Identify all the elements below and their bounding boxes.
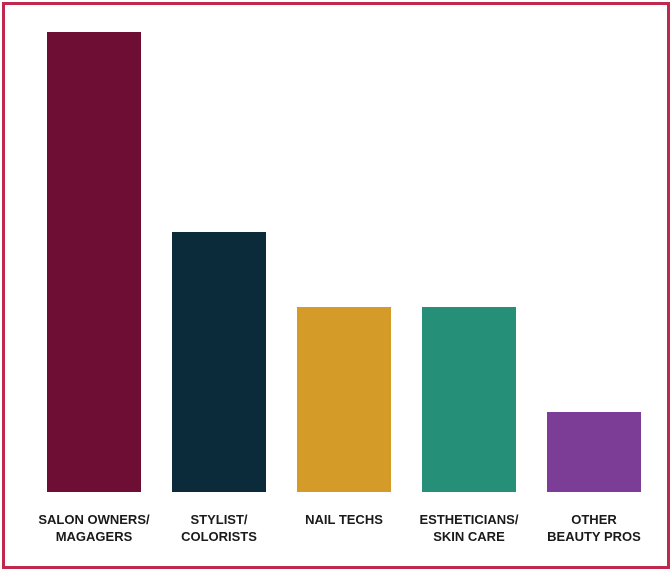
bar-2 — [172, 232, 266, 492]
bar-3 — [297, 307, 391, 492]
bar-1 — [47, 32, 141, 492]
category-label-3: NAIL TECHS — [305, 512, 383, 527]
category-label-1: SALON OWNERS/ MAGAGERS — [38, 512, 150, 544]
category-label-4: ESTHETICIANS/ SKIN CARE — [419, 512, 519, 544]
category-label-5: OTHER BEAUTY PROS — [547, 512, 641, 544]
bar-5 — [547, 412, 641, 492]
category-label-2: STYLIST/ COLORISTS — [181, 512, 257, 544]
bar-4 — [422, 307, 516, 492]
